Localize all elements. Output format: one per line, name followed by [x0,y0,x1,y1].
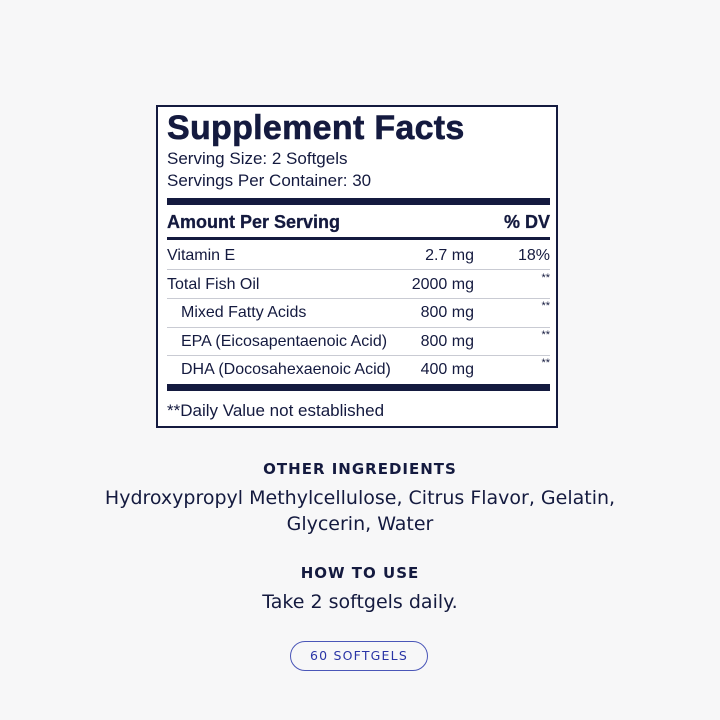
table-row: DHA (Docosahexaenoic Acid) 400 mg ** [167,357,550,383]
nutrient-dv: ** [541,272,550,284]
other-ingredients-heading: OTHER INGREDIENTS [263,460,457,478]
row-divider [167,355,550,356]
header-divider [167,237,550,240]
nutrient-amount: 400 mg [420,361,474,378]
how-to-use-text: Take 2 softgels daily. [262,591,458,613]
nutrient-dv: 18% [517,247,550,264]
nutrient-amount: 800 mg [420,333,474,350]
nutrient-name: EPA (Eicosapentaenoic Acid) [181,333,388,350]
other-ingredients-line-1: Hydroxypropyl Methylcellulose, Citrus Fl… [104,487,616,509]
row-divider [167,269,550,270]
nutrient-dv: ** [541,357,550,369]
table-row: EPA (Eicosapentaenoic Acid) 800 mg ** [167,329,550,355]
supplement-facts-panel: Supplement Facts Serving Size: 2 Softgel… [156,105,558,428]
softgel-count-badge: 60 SOFTGELS [290,641,428,671]
nutrient-name: DHA (Docosahexaenoic Acid) [181,361,391,378]
nutrient-dv: ** [541,329,550,341]
thick-divider [167,198,550,205]
nutrient-name: Mixed Fatty Acids [181,304,307,321]
serving-size: Serving Size: 2 Softgels [167,149,348,168]
header-amount-per-serving: Amount Per Serving [167,212,341,232]
nutrient-amount: 800 mg [420,304,474,321]
nutrient-dv: ** [541,300,550,312]
table-row: Total Fish Oil 2000 mg ** [167,272,550,298]
how-to-use-heading: HOW TO USE [300,564,420,582]
nutrient-name: Total Fish Oil [167,276,260,293]
header-dv: % DV [503,212,550,232]
table-row: Vitamin E 2.7 mg 18% [167,247,550,269]
thick-divider [167,384,550,391]
panel-title: Supplement Facts [167,109,465,148]
nutrient-amount: 2000 mg [411,276,474,293]
servings-per-container: Servings Per Container: 30 [167,171,372,190]
table-row: Mixed Fatty Acids 800 mg ** [167,300,550,326]
footnote: **Daily Value not established [167,401,385,420]
row-divider [167,298,550,299]
row-divider [167,327,550,328]
nutrient-name: Vitamin E [167,247,236,264]
nutrient-amount: 2.7 mg [425,247,474,264]
other-ingredients-line-2: Glycerin, Water [286,513,434,535]
